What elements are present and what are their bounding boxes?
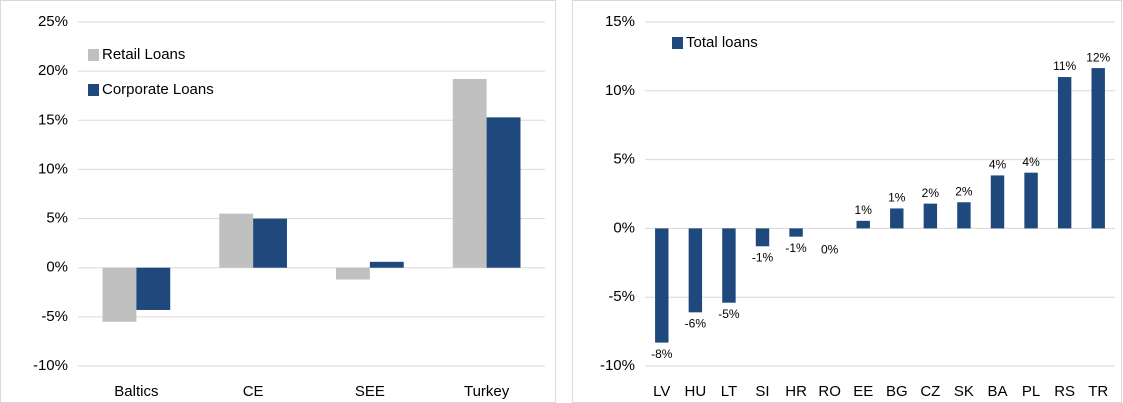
x-tick-label: Turkey (464, 383, 510, 400)
bar (1024, 172, 1038, 229)
bar (452, 79, 487, 268)
legend-label: Retail Loans (102, 46, 185, 63)
x-tick-label: EE (853, 383, 873, 400)
y-tick-label: 0% (613, 219, 635, 236)
bar (655, 228, 669, 343)
x-tick-label: PL (1022, 383, 1040, 400)
x-tick-label: HU (685, 383, 707, 400)
bar (102, 267, 137, 322)
bar (369, 261, 404, 268)
value-label: -6% (685, 317, 707, 331)
bar (486, 117, 521, 268)
bar (1091, 68, 1105, 229)
y-tick-label: 25% (38, 13, 68, 30)
y-tick-label: 20% (38, 62, 68, 79)
x-tick-label: CZ (920, 383, 940, 400)
y-tick-label: 10% (38, 160, 68, 177)
value-label: 2% (922, 186, 940, 200)
x-tick-label: Baltics (114, 383, 158, 400)
x-tick-label: SK (954, 383, 974, 400)
legend-label: Total loans (686, 34, 758, 51)
bar (923, 203, 938, 229)
bar (990, 175, 1005, 229)
value-label: -1% (752, 250, 774, 264)
x-tick-label: RS (1054, 383, 1075, 400)
bar (1057, 77, 1072, 229)
legend-swatch (672, 37, 683, 49)
value-label: 1% (855, 203, 873, 217)
x-tick-label: CE (243, 383, 264, 400)
y-tick-label: 5% (46, 210, 68, 227)
y-tick-label: -5% (608, 288, 635, 305)
value-label: 0% (821, 243, 839, 257)
bar (957, 202, 971, 229)
value-label: 4% (1022, 155, 1040, 169)
bar (336, 267, 370, 280)
value-label: 11% (1053, 59, 1076, 73)
bar (755, 228, 770, 247)
value-label: -1% (785, 241, 807, 255)
legend-swatch (88, 84, 99, 96)
value-label: 2% (955, 184, 973, 198)
x-tick-label: SEE (355, 383, 385, 400)
x-tick-label: RO (818, 383, 841, 400)
bar (136, 267, 171, 310)
chart-border (572, 0, 1122, 403)
value-label: 1% (888, 191, 906, 205)
y-tick-label: -5% (41, 308, 68, 325)
bar (722, 228, 736, 303)
y-tick-label: 15% (38, 111, 68, 128)
x-tick-label: LT (721, 383, 737, 400)
y-tick-label: -10% (33, 357, 68, 374)
y-tick-label: 0% (46, 259, 68, 276)
y-tick-label: 5% (613, 151, 635, 168)
bar (688, 228, 703, 313)
y-tick-label: -10% (600, 357, 635, 374)
legend-label: Corporate Loans (102, 81, 214, 98)
x-tick-label: LV (653, 383, 670, 400)
value-label: -8% (651, 347, 673, 361)
legend-swatch (88, 49, 99, 61)
x-tick-label: SI (755, 383, 769, 400)
x-tick-label: TR (1088, 383, 1108, 400)
y-tick-label: 15% (605, 13, 635, 30)
bar (856, 220, 870, 229)
x-tick-label: BG (886, 383, 908, 400)
x-tick-label: HR (785, 383, 807, 400)
value-label: -5% (718, 307, 740, 321)
bar (789, 228, 803, 237)
value-label: 12% (1086, 50, 1110, 64)
bar (253, 218, 287, 268)
y-tick-label: 10% (605, 82, 635, 99)
x-tick-label: BA (987, 383, 1007, 400)
bar (219, 213, 254, 268)
value-label: 4% (989, 158, 1007, 172)
bar (890, 208, 904, 229)
